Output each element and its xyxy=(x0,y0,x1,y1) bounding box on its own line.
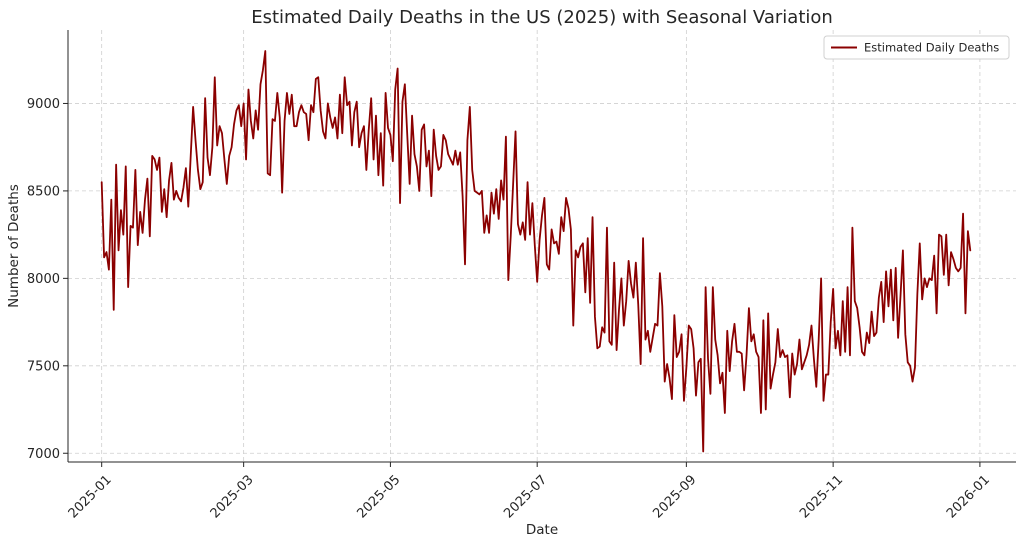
legend-label: Estimated Daily Deaths xyxy=(864,41,999,55)
x-axis-label: Date xyxy=(526,522,558,538)
x-tick-label: 2025-03 xyxy=(208,472,257,521)
x-tick-label: 2025-01 xyxy=(66,472,115,521)
series-line xyxy=(100,50,972,453)
legend-box xyxy=(823,35,1010,60)
y-axis-label: Number of Deaths xyxy=(6,184,22,308)
x-tick-label: 2025-07 xyxy=(501,472,550,521)
y-tick-label: 7000 xyxy=(27,447,60,462)
x-tick-label: 2025-11 xyxy=(797,472,846,521)
legend: Estimated Daily Deaths xyxy=(823,35,1010,60)
y-tick-label: 7500 xyxy=(27,359,60,374)
x-axis-ticks: 2025-01 2025-03 2025-05 2025-07 2025-09 2025-… xyxy=(66,462,993,521)
y-axis-ticks: 7000 7500 8000 8500 9000 xyxy=(27,97,68,462)
y-tick-label: 9000 xyxy=(27,97,60,112)
y-tick-label: 8500 xyxy=(27,184,60,199)
chart-title: Estimated Daily Deaths in the US (2025) … xyxy=(251,7,833,28)
x-tick-label: 2025-09 xyxy=(650,472,699,521)
y-tick-label: 8000 xyxy=(27,272,60,287)
x-tick-label: 2025-05 xyxy=(354,472,403,521)
x-tick-label: 2026-01 xyxy=(944,472,993,521)
series-layer xyxy=(100,50,972,453)
grid xyxy=(68,30,1016,462)
